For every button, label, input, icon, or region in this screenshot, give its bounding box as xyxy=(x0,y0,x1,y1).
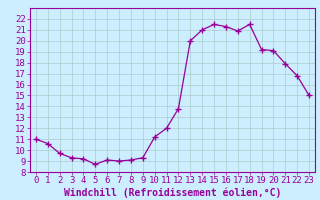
X-axis label: Windchill (Refroidissement éolien,°C): Windchill (Refroidissement éolien,°C) xyxy=(64,188,281,198)
